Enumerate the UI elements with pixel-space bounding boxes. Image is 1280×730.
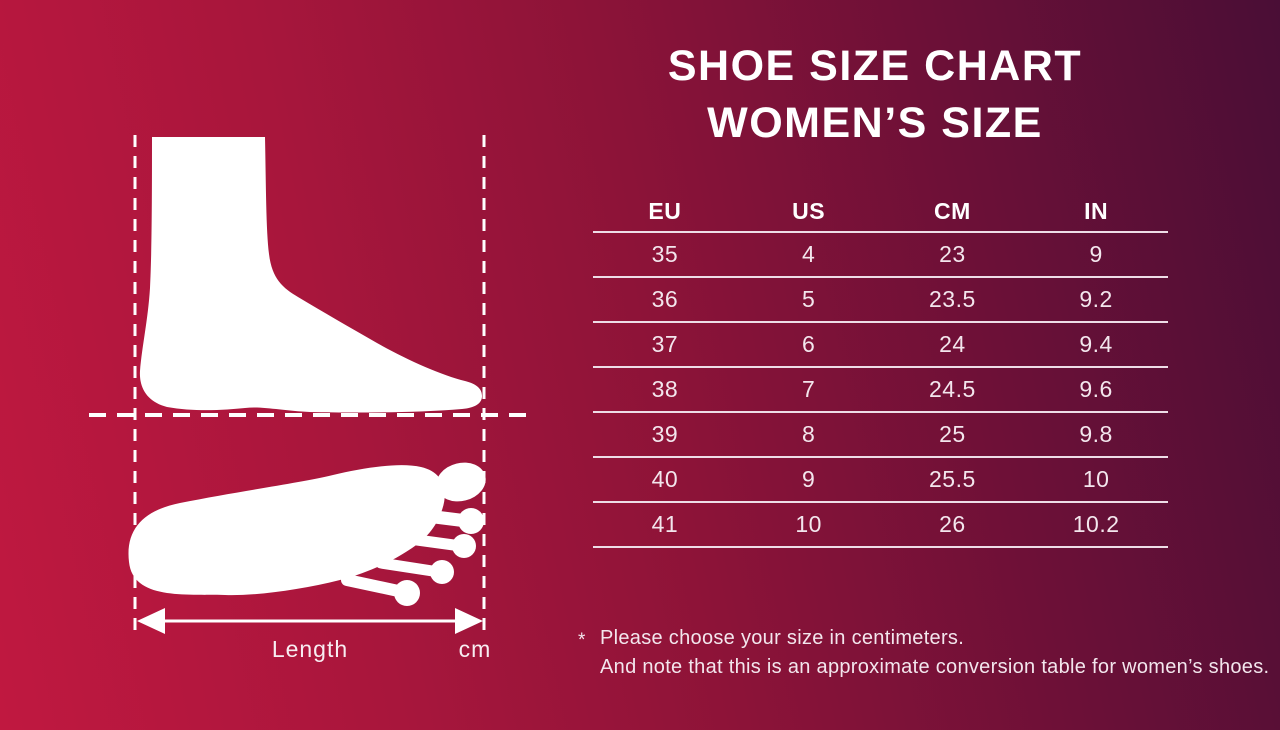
cell-in: 9.8	[1079, 421, 1113, 447]
footprint-silhouette	[128, 462, 486, 606]
arrowhead-right	[455, 608, 483, 634]
cell-cm: 23.5	[928, 286, 976, 312]
cell-in: 9.2	[1079, 286, 1113, 312]
column-header-cm: CM	[933, 198, 971, 224]
title-line-2: WOMEN’S SIZE	[707, 99, 1043, 147]
cell-eu: 39	[651, 421, 679, 447]
table-row: 35 4 23 9	[593, 233, 1168, 278]
cell-us: 10	[795, 511, 822, 537]
cell-cm: 25	[939, 421, 966, 447]
column-header-in: IN	[1084, 198, 1109, 224]
cell-us: 4	[801, 241, 816, 267]
foot-measurement-diagram: Length cm	[89, 135, 531, 662]
cell-in: 10.2	[1072, 511, 1120, 537]
footnote: * Please choose your size in centimeters…	[578, 624, 1269, 682]
cell-eu: 40	[651, 466, 679, 492]
table-row: 40 9 25.5 10	[593, 458, 1168, 503]
side-foot-silhouette	[139, 137, 483, 413]
page-title: SHOE SIZE CHART WOMEN’S SIZE	[620, 38, 1130, 152]
footnote-line-2: And note that this is an approximate con…	[600, 656, 1270, 678]
cell-in: 9	[1089, 241, 1103, 267]
title-line-1: SHOE SIZE CHART	[667, 42, 1083, 90]
table-row: 36 5 23.5 9.2	[593, 278, 1168, 323]
table-header-row: EU US CM IN	[593, 192, 1168, 233]
cell-eu: 38	[651, 376, 679, 402]
cell-eu: 36	[651, 286, 679, 312]
table-row: 39 8 25 9.8	[593, 413, 1168, 458]
cm-label: cm	[459, 636, 492, 662]
cell-in: 10	[1082, 466, 1110, 492]
cell-cm: 23	[939, 241, 966, 267]
cell-us: 5	[801, 286, 816, 312]
size-conversion-table: EU US CM IN 35 4 23 9 36 5 23.5 9.2 37 6…	[593, 192, 1168, 548]
asterisk-marker: *	[578, 630, 586, 651]
column-header-us: US	[792, 198, 826, 224]
footnote-line-1: Please choose your size in centimeters.	[600, 627, 965, 649]
table-row: 38 7 24.5 9.6	[593, 368, 1168, 413]
measurement-guides	[89, 135, 531, 633]
column-header-eu: EU	[648, 198, 682, 224]
cell-cm: 25.5	[928, 466, 976, 492]
cell-cm: 24	[939, 331, 966, 357]
cell-cm: 24.5	[928, 376, 976, 402]
table-row: 37 6 24 9.4	[593, 323, 1168, 368]
cell-in: 9.4	[1079, 331, 1113, 357]
cell-us: 7	[801, 376, 816, 402]
table-row: 41 10 26 10.2	[593, 503, 1168, 548]
cell-us: 6	[801, 331, 816, 357]
cell-us: 9	[801, 466, 816, 492]
cell-eu: 37	[651, 331, 679, 357]
table-body: 35 4 23 9 36 5 23.5 9.2 37 6 24 9.4 38 7…	[593, 233, 1168, 548]
length-label: Length	[272, 636, 348, 662]
cell-eu: 35	[651, 241, 679, 267]
footnote-text: Please choose your size in centimeters. …	[600, 624, 1269, 682]
cell-eu: 41	[651, 511, 679, 537]
cell-in: 9.6	[1079, 376, 1113, 402]
length-arrow	[137, 608, 483, 634]
cell-us: 8	[801, 421, 816, 447]
arrowhead-left	[137, 608, 165, 634]
cell-cm: 26	[939, 511, 966, 537]
